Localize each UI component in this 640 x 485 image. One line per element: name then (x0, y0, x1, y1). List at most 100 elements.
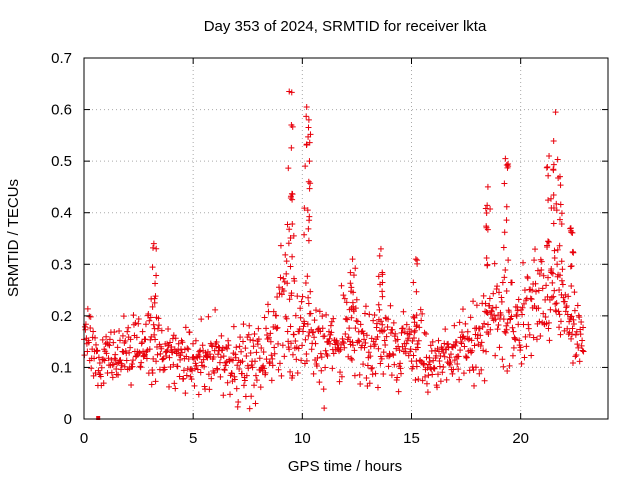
data-point (545, 172, 552, 179)
data-point (556, 324, 563, 331)
data-point (391, 361, 398, 368)
data-point (512, 336, 519, 343)
data-point (424, 389, 431, 396)
data-point (251, 358, 258, 365)
data-point (199, 342, 206, 349)
data-point (434, 384, 441, 391)
data-point (135, 315, 142, 322)
data-point (323, 311, 330, 318)
y-tick-label: 0.7 (51, 50, 72, 67)
data-point (255, 336, 262, 343)
data-point (254, 341, 261, 348)
data-point (121, 363, 128, 370)
data-point (268, 352, 275, 359)
data-point (554, 261, 561, 268)
data-point (370, 317, 377, 324)
data-point (130, 312, 137, 319)
data-point (500, 363, 507, 370)
data-point (313, 307, 320, 314)
data-point (429, 338, 436, 345)
data-point (119, 348, 126, 355)
data-point (394, 374, 401, 381)
data-point (239, 338, 246, 345)
y-axis: 0 0.1 0.2 0.3 0.4 0.5 0.6 0.7 (51, 50, 608, 428)
data-point (524, 275, 531, 282)
data-point (159, 356, 166, 363)
data-point (388, 372, 395, 379)
data-point (289, 372, 296, 379)
data-point (338, 373, 345, 380)
data-point (550, 161, 557, 168)
data-point (467, 314, 474, 321)
data-point (231, 376, 238, 383)
data-point (379, 328, 386, 335)
data-point (504, 368, 511, 375)
data-point (347, 269, 354, 276)
data-point (569, 331, 576, 338)
data-point (241, 377, 248, 384)
data-point (377, 281, 384, 288)
data-point (415, 337, 422, 344)
data-point (484, 321, 491, 328)
data-point (378, 355, 385, 362)
plot-frame (83, 57, 609, 420)
data-point (545, 238, 552, 245)
data-point (550, 166, 557, 173)
y-tick-label: 0.2 (51, 308, 72, 325)
data-point (172, 385, 179, 392)
data-point (152, 293, 159, 300)
data-point (557, 182, 564, 189)
data-point (112, 351, 119, 358)
data-point (284, 221, 291, 228)
data-point (413, 288, 420, 295)
data-point (558, 210, 565, 217)
data-point (347, 280, 354, 287)
data-point (95, 367, 102, 374)
data-point (534, 267, 541, 274)
data-point (147, 314, 154, 321)
data-point (185, 346, 192, 353)
data-point (92, 334, 99, 341)
data-point (201, 363, 208, 370)
data-point (119, 332, 126, 339)
data-point (546, 152, 553, 159)
x-tick-label: 5 (189, 430, 197, 447)
data-point (497, 311, 504, 318)
data-point (105, 341, 112, 348)
data-point (520, 300, 527, 307)
data-point (484, 261, 491, 268)
data-point (356, 338, 363, 345)
data-point (261, 365, 268, 372)
data-point (501, 180, 508, 187)
data-point (286, 88, 293, 95)
data-point (542, 314, 549, 321)
data-point (321, 405, 328, 412)
data-point (275, 340, 282, 347)
data-point (175, 340, 182, 347)
data-point (568, 313, 575, 320)
data-point (290, 275, 297, 282)
data-point (421, 329, 428, 336)
data-point (151, 331, 158, 338)
data-point (286, 296, 293, 303)
data-point (292, 312, 299, 319)
data-point (237, 334, 244, 341)
data-point (483, 348, 490, 355)
data-point (536, 318, 543, 325)
data-point (545, 319, 552, 326)
data-point (161, 366, 168, 373)
data-point (459, 329, 466, 336)
data-point (482, 300, 489, 307)
data-point (155, 315, 162, 322)
data-point (117, 337, 124, 344)
data-point (108, 369, 115, 376)
data-point (251, 330, 258, 337)
data-point (406, 331, 413, 338)
data-point (482, 205, 489, 212)
data-point (126, 349, 133, 356)
data-point (502, 155, 509, 162)
x-tick-label: 10 (294, 430, 311, 447)
data-point (276, 284, 283, 291)
data-point (267, 338, 274, 345)
data-point (216, 359, 223, 366)
